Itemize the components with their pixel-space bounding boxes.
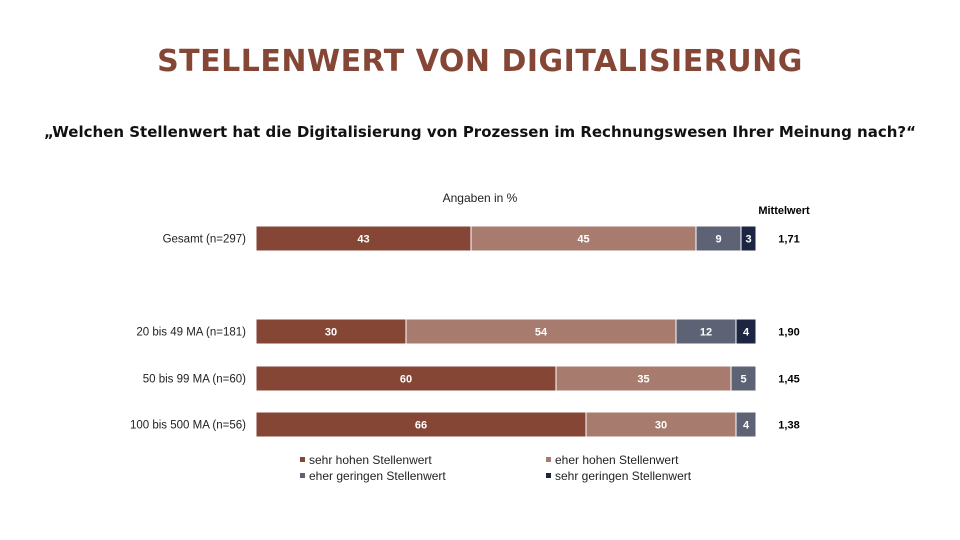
bar-segment	[405, 318, 677, 345]
data-label: 5	[740, 374, 746, 386]
legend-swatch	[546, 457, 551, 463]
data-label: 35	[637, 374, 649, 386]
mean-value: 1,45	[778, 374, 799, 386]
data-label: 4	[743, 327, 750, 339]
data-label: 3	[745, 234, 751, 246]
category-label: 50 bis 99 MA (n=60)	[143, 374, 246, 386]
legend-item: sehr geringen Stellenwert	[546, 469, 691, 483]
mean-value: 1,38	[778, 420, 799, 432]
bar-segment	[740, 225, 757, 252]
data-label: 9	[715, 234, 721, 246]
legend-swatch	[546, 473, 551, 479]
data-label: 30	[655, 420, 667, 432]
legend-label: sehr hohen Stellenwert	[309, 453, 432, 467]
legend-label: eher hohen Stellenwert	[555, 453, 679, 467]
bar-segment	[255, 225, 472, 252]
bar-segment	[585, 411, 737, 438]
legend-swatch	[300, 457, 305, 463]
bar-segment	[255, 411, 587, 438]
chart-title: STELLENWERT VON DIGITALISIERUNG	[157, 44, 803, 79]
bar-segment	[555, 365, 732, 392]
bar-segment	[255, 318, 407, 345]
bar-segment	[255, 365, 557, 392]
bar-segment	[470, 225, 697, 252]
bar-segment	[730, 365, 757, 392]
legend-label: eher geringen Stellenwert	[309, 469, 446, 483]
legend-item: eher geringen Stellenwert	[300, 469, 446, 483]
legend-item: sehr hohen Stellenwert	[300, 453, 432, 467]
data-label: 12	[700, 327, 712, 339]
mean-value: 1,90	[778, 327, 799, 339]
data-label: 30	[325, 327, 337, 339]
category-label: 20 bis 49 MA (n=181)	[136, 327, 246, 339]
bar-segment	[735, 318, 757, 345]
category-label: Gesamt (n=297)	[163, 234, 247, 246]
data-label: 43	[357, 234, 369, 246]
bar-segment	[675, 318, 737, 345]
legend-swatch	[300, 473, 305, 479]
unit-label: Angaben in %	[442, 191, 518, 205]
data-label: 54	[535, 327, 548, 339]
survey-question: „Welchen Stellenwert hat die Digitalisie…	[44, 123, 916, 141]
legend-label: sehr geringen Stellenwert	[555, 469, 692, 483]
category-label: 100 bis 500 MA (n=56)	[130, 420, 246, 432]
mean-value: 1,71	[778, 234, 799, 246]
mean-header: Mittelwert	[758, 205, 810, 217]
data-label: 45	[577, 234, 589, 246]
legend-item: eher hohen Stellenwert	[546, 453, 678, 467]
data-label: 4	[743, 420, 750, 432]
data-label: 60	[400, 374, 412, 386]
data-label: 66	[415, 420, 427, 432]
bar-segment	[735, 411, 757, 438]
